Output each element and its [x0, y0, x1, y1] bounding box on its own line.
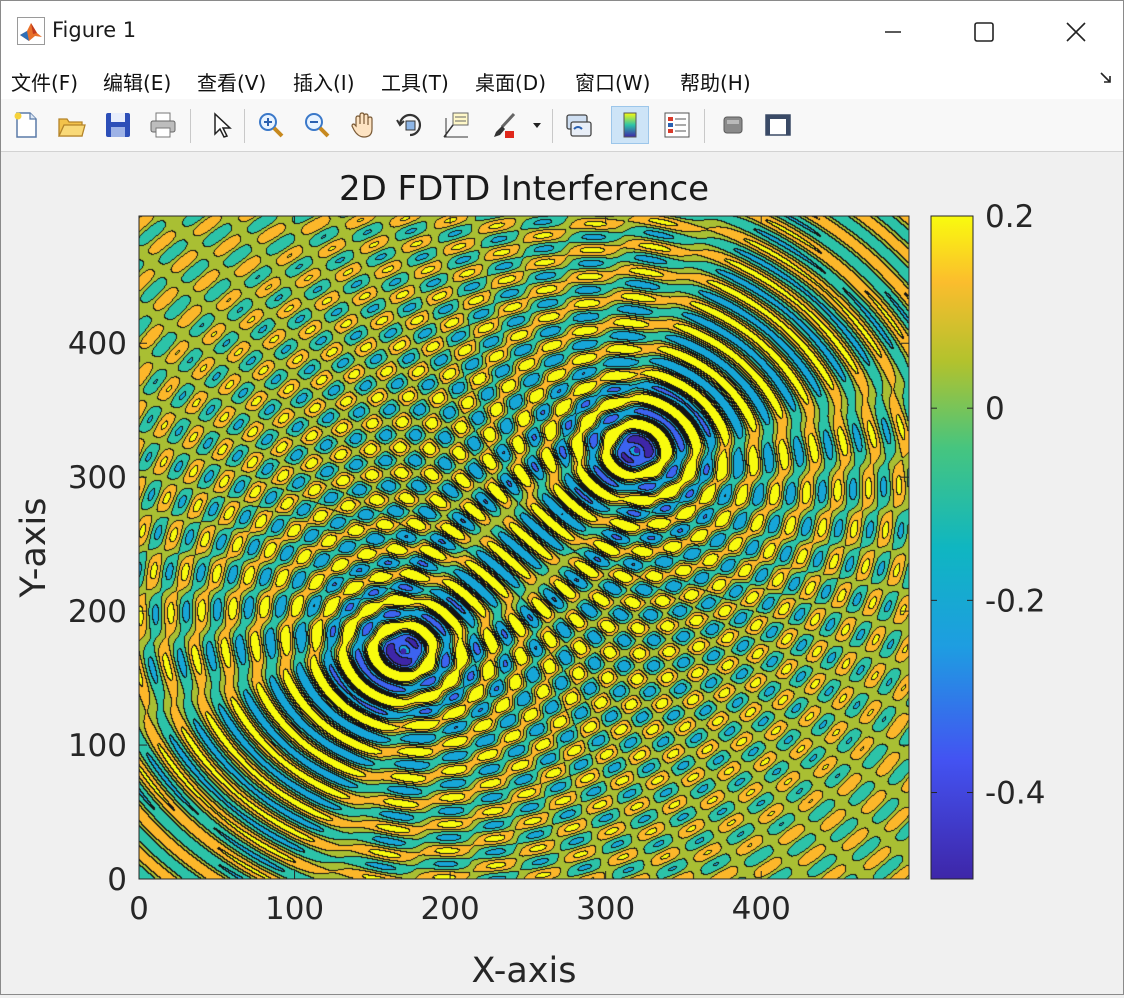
figure-toolbar [1, 99, 1123, 152]
menu-desktop[interactable]: 桌面(D) [475, 71, 547, 95]
colorbar[interactable] [930, 215, 974, 880]
brush-dropdown-icon [533, 123, 541, 128]
menu-window[interactable]: 窗口(W) [575, 71, 651, 95]
menu-edit[interactable]: 编辑(E) [103, 71, 172, 95]
hide-plot-tools-icon [723, 116, 743, 134]
new-figure-button[interactable] [7, 106, 45, 144]
zoom-in-button[interactable] [252, 106, 290, 144]
toolbar-separator [190, 109, 191, 143]
minimize-icon [884, 31, 901, 33]
menu-bar: 文件(F) 编辑(E) 查看(V) 插入(I) 工具(T) 桌面(D) 窗口(W… [1, 63, 1123, 99]
zoom-in-icon [259, 113, 284, 138]
select-pointer-button[interactable] [201, 106, 239, 144]
x-tick-label: 100 [265, 891, 324, 927]
open-file-button[interactable] [52, 106, 90, 144]
figure-canvas[interactable]: 2D FDTD Interference 0 100 200 300 400 0 100 200… [1, 152, 1123, 994]
y-axis-label: Y-axis [14, 498, 54, 599]
legend-button[interactable] [658, 106, 696, 144]
chart-title: 2D FDTD Interference [339, 169, 709, 209]
select-pointer-icon [214, 112, 232, 138]
save-button[interactable] [99, 106, 137, 144]
maximize-icon [973, 22, 994, 42]
axes-box [138, 215, 910, 880]
y-tick-label: 400 [68, 326, 127, 362]
y-tick-label: 300 [68, 460, 127, 496]
show-plot-tools-icon [765, 114, 791, 136]
colorbar-icon [623, 112, 637, 138]
toolbar-separator [704, 109, 705, 143]
link-plot-icon [566, 114, 592, 137]
zoom-out-icon [305, 113, 330, 138]
toolbar-separator [552, 109, 553, 143]
maximize-button[interactable] [937, 1, 1030, 63]
rotate-3d-button[interactable] [391, 106, 429, 144]
menu-file[interactable]: 文件(F) [11, 71, 79, 95]
colorbar-button[interactable] [611, 106, 649, 144]
colorbar-tick-label: 0.2 [985, 199, 1034, 235]
menu-tools[interactable]: 工具(T) [381, 71, 449, 95]
colorbar-tick-label: -0.2 [985, 583, 1046, 619]
x-axis-label: X-axis [472, 951, 577, 991]
open-file-icon [57, 118, 86, 137]
title-bar[interactable]: Figure 1 [1, 1, 1123, 63]
colorbar-tick-label: 0 [985, 391, 1005, 427]
brush-button[interactable] [485, 106, 523, 144]
show-plot-tools-button[interactable] [759, 106, 797, 144]
pan-hand-button[interactable] [344, 106, 382, 144]
x-tick-label: 200 [421, 891, 480, 927]
pan-hand-icon [351, 112, 373, 138]
brush-icon [494, 112, 516, 138]
window-title: Figure 1 [52, 18, 137, 42]
y-tick-label: 200 [68, 594, 127, 630]
figure-svg[interactable]: 2D FDTD Interference 0 100 200 300 400 0 100 200… [1, 152, 1123, 994]
new-figure-icon [14, 112, 37, 138]
x-tick-label: 400 [732, 891, 791, 927]
zoom-out-button[interactable] [298, 106, 336, 144]
toolbar-separator [244, 109, 245, 143]
colorbar-tick-label: -0.4 [985, 776, 1046, 812]
menu-insert[interactable]: 插入(I) [293, 71, 355, 95]
print-button[interactable] [144, 106, 182, 144]
menu-view[interactable]: 查看(V) [197, 71, 267, 95]
dock-arrow-icon[interactable] [1099, 71, 1113, 85]
print-icon [150, 112, 176, 138]
y-tick-label: 100 [68, 728, 127, 764]
data-cursor-icon [443, 112, 469, 138]
save-icon [106, 113, 130, 137]
contour-field[interactable] [139, 216, 909, 879]
link-plot-button[interactable] [559, 106, 597, 144]
matlab-logo-icon [17, 17, 45, 45]
data-cursor-button[interactable] [437, 106, 475, 144]
brush-dropdown-button[interactable] [528, 106, 546, 144]
source-point-2 [633, 447, 640, 454]
y-tick-label: 0 [107, 862, 127, 898]
x-tick-label: 300 [576, 891, 635, 927]
hide-plot-tools-button[interactable] [714, 106, 752, 144]
close-button[interactable] [1029, 1, 1122, 63]
rotate-3d-icon [396, 113, 422, 137]
close-icon [1065, 22, 1086, 42]
source-point-1 [400, 648, 407, 655]
minimize-button[interactable] [846, 1, 939, 63]
menu-help[interactable]: 帮助(H) [680, 71, 751, 95]
x-tick-label: 0 [129, 891, 149, 927]
legend-icon [664, 112, 690, 138]
